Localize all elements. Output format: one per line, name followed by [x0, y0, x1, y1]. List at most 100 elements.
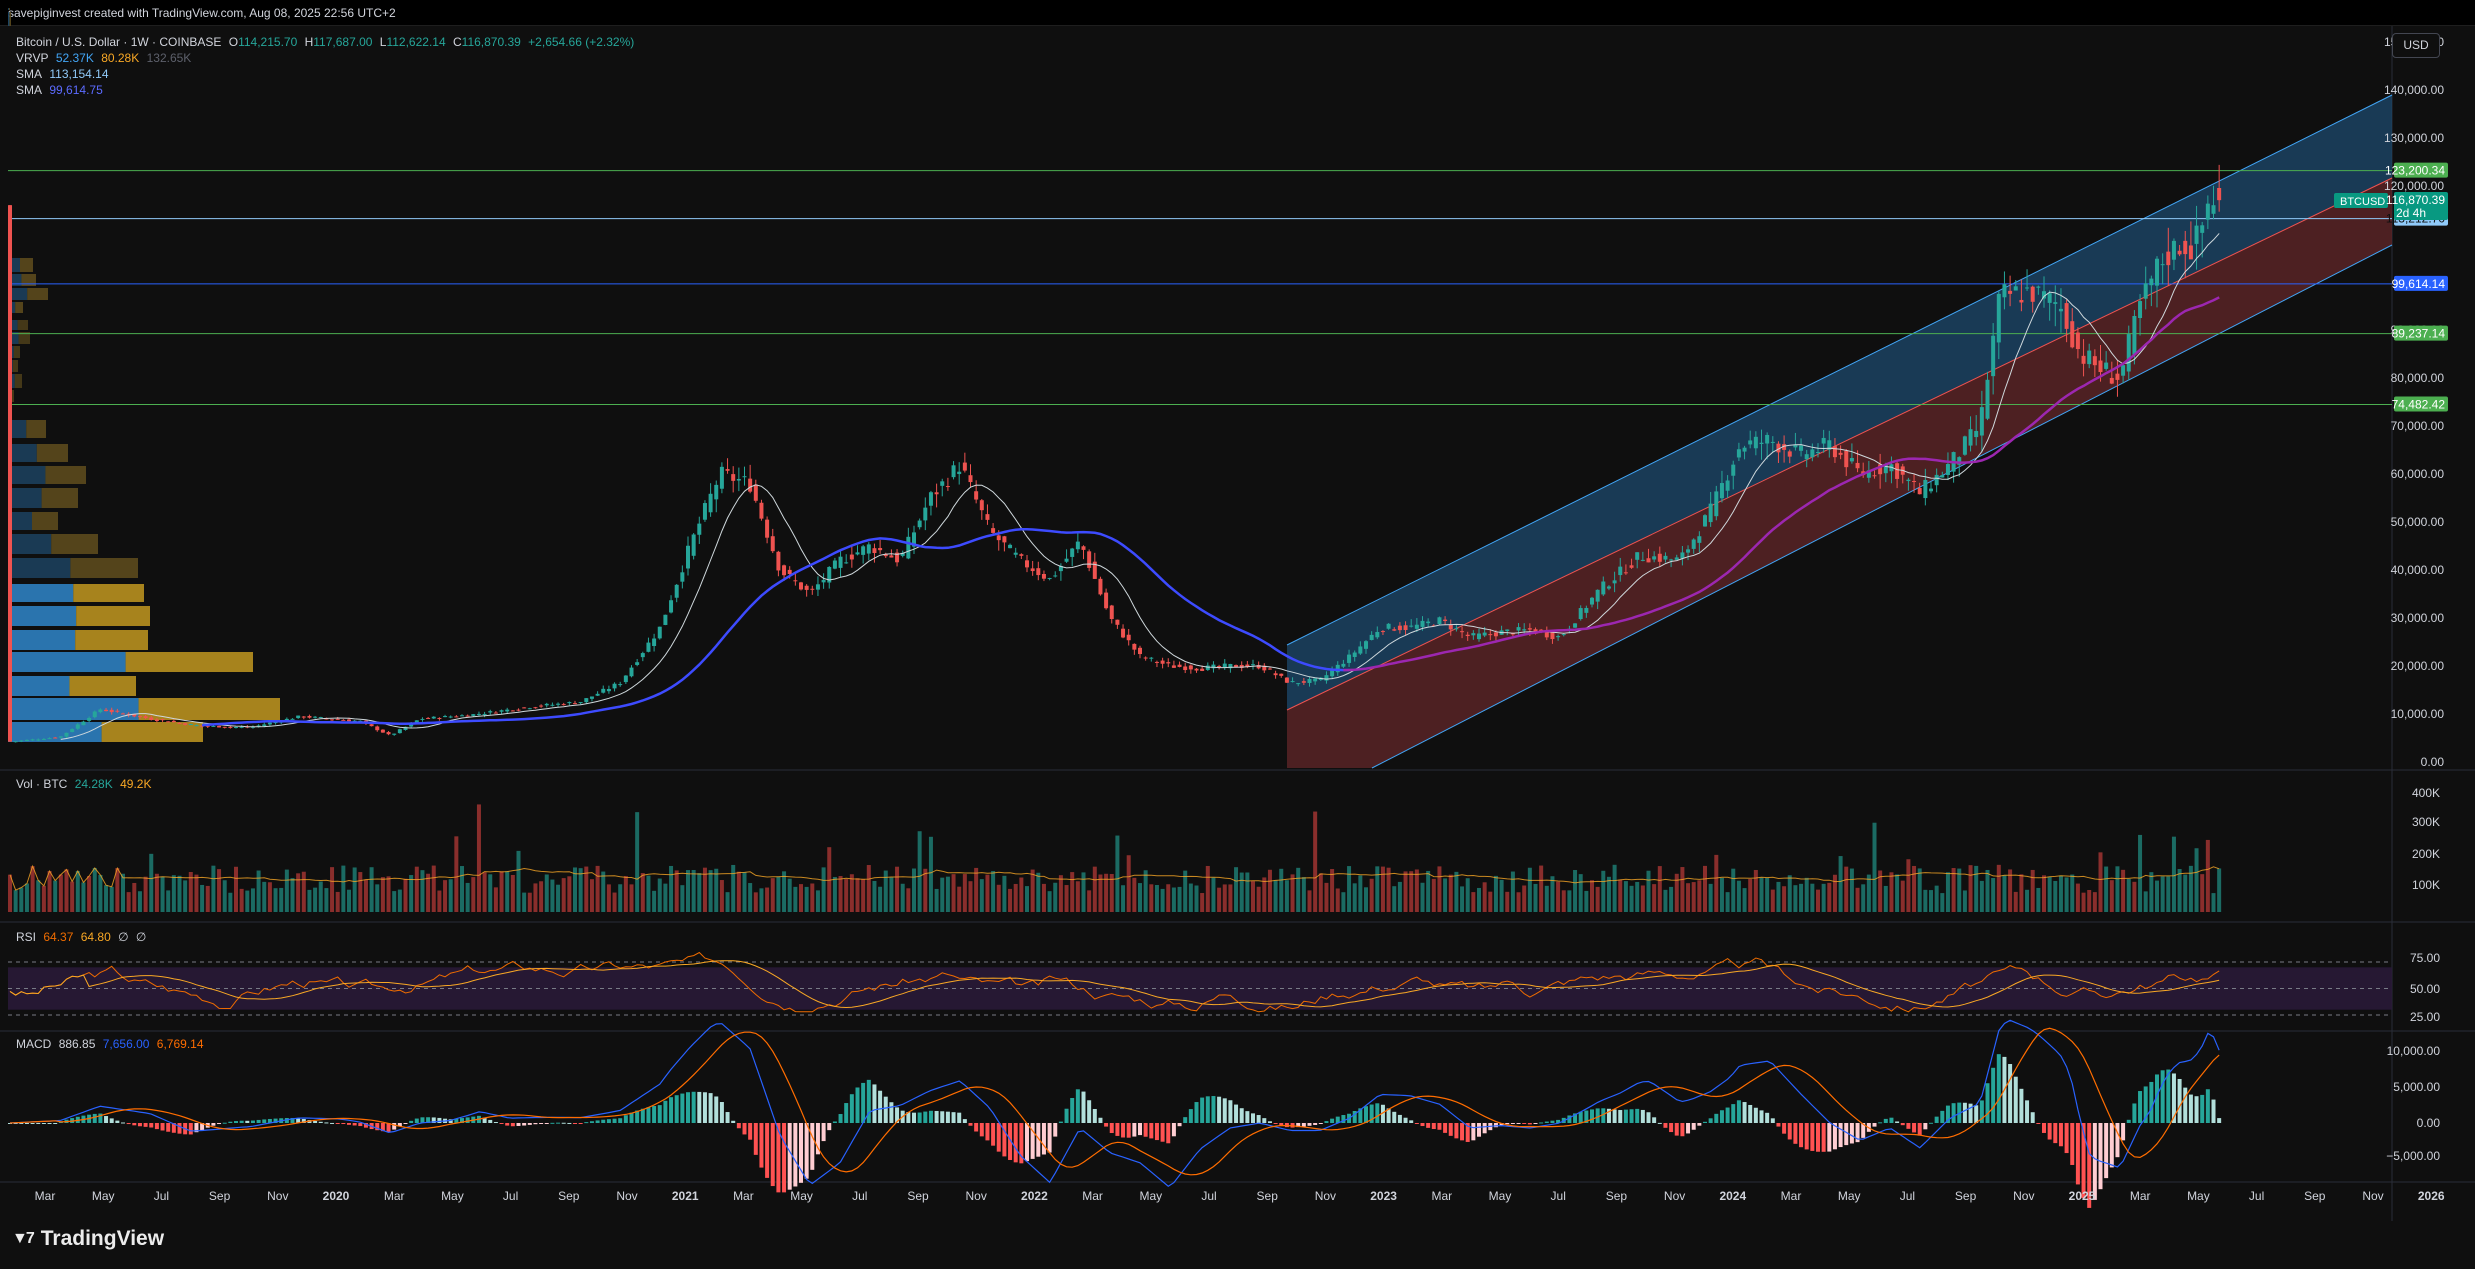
- candle-body: [623, 675, 628, 683]
- volume-bar: [2121, 869, 2126, 912]
- macd-histogram-bar: [1962, 1102, 1967, 1123]
- macd-histogram-bar: [1680, 1123, 1685, 1137]
- price-tag-box: [2394, 325, 2448, 341]
- candle-body: [256, 725, 261, 727]
- macd-histogram-bar: [1025, 1123, 1029, 1162]
- volume-legend[interactable]: Vol · BTC 24.28K 49.2K: [16, 777, 152, 791]
- candle-body: [1782, 444, 1787, 450]
- volume-bar: [1324, 882, 1329, 912]
- candle-body: [313, 716, 318, 718]
- macd-histogram-bar: [838, 1114, 843, 1123]
- macd-histogram-bar: [1618, 1110, 1623, 1123]
- macd-histogram-bar: [2183, 1087, 2188, 1123]
- macd-histogram-bar: [2008, 1064, 2013, 1123]
- volume-bar: [1443, 878, 1448, 912]
- volume-bar: [1075, 881, 1080, 912]
- candle-body: [2042, 291, 2046, 299]
- candle-body: [2160, 264, 2165, 266]
- volume-bar: [205, 885, 210, 912]
- macd-legend[interactable]: MACD 886.85 7,656.00 6,769.14: [16, 1037, 204, 1051]
- candle-body: [1008, 544, 1013, 549]
- tradingview-logo-icon: ▼7: [12, 1230, 35, 1247]
- candle-body: [1979, 407, 1984, 436]
- macd-histogram-bar: [1075, 1089, 1080, 1123]
- candle-body: [234, 726, 238, 728]
- volume-bar: [177, 875, 182, 912]
- volume-bar: [691, 869, 696, 912]
- candle-body: [601, 688, 606, 693]
- price-axis-label: 10,000.00: [2391, 707, 2445, 721]
- volume-profile-down-bar: [73, 584, 144, 602]
- volume-bar: [1471, 892, 1476, 912]
- candle-body: [2098, 360, 2103, 372]
- candle-body: [1087, 551, 1092, 568]
- macd-histogram-bar: [1945, 1105, 1950, 1123]
- macd-histogram-bar: [1985, 1083, 1990, 1123]
- macd-histogram-bar: [736, 1123, 741, 1129]
- rsi-axis-label: 50.00: [2410, 982, 2440, 996]
- candle-body: [1166, 662, 1171, 664]
- candle-body: [1996, 293, 2001, 343]
- macd-histogram-bar: [1906, 1123, 1911, 1129]
- macd-histogram-bar: [1234, 1104, 1239, 1123]
- candle-body: [1477, 633, 1481, 640]
- candle-body: [1188, 665, 1193, 670]
- volume-bar: [1816, 889, 1820, 912]
- brand-name: TradingView: [40, 1227, 165, 1250]
- vrvp-legend[interactable]: VRVP 52.37K 80.28K 132.65K: [16, 51, 192, 65]
- candle-body: [787, 569, 792, 574]
- macd-axis-label: 5,000.00: [2393, 1080, 2440, 1094]
- candle-body: [1256, 665, 1261, 669]
- macd-histogram-bar: [1691, 1123, 1696, 1130]
- volume-bar: [1573, 870, 1578, 912]
- sma-fast-legend[interactable]: SMA 113,154.14: [16, 67, 109, 81]
- rsi-legend[interactable]: RSI 64.37 64.80 ∅ ∅: [16, 930, 147, 944]
- macd-histogram-bar: [200, 1123, 205, 1130]
- volume-bar: [109, 886, 114, 912]
- volume-bar: [465, 882, 470, 912]
- macd-histogram-bar: [1358, 1108, 1363, 1123]
- macd-histogram-bar: [1623, 1109, 1628, 1123]
- price-tag-box: [2394, 275, 2448, 291]
- candle-body: [301, 716, 306, 718]
- candle-body: [1855, 462, 1860, 469]
- macd-histogram-bar: [1222, 1098, 1227, 1123]
- volume-bar: [1878, 870, 1883, 912]
- candle-body: [1550, 632, 1555, 640]
- volume-bar: [53, 880, 58, 912]
- volume-bar: [533, 883, 538, 912]
- volume-bar: [1787, 875, 1792, 912]
- candle-body: [1652, 556, 1657, 560]
- volume-bar: [24, 883, 29, 912]
- macd-histogram-bar: [962, 1119, 967, 1123]
- volume-bar: [87, 875, 92, 912]
- volume-bar: [1940, 893, 1945, 912]
- currency-button[interactable]: USD: [2392, 33, 2440, 58]
- macd-histogram-bar: [1262, 1118, 1267, 1123]
- macd-histogram-bar: [1064, 1108, 1069, 1123]
- volume-bar: [1126, 855, 1131, 912]
- volume-bar: [341, 865, 346, 912]
- macd-histogram-bar: [1330, 1118, 1335, 1123]
- brand-logo[interactable]: ▼7 TradingView: [12, 1226, 164, 1252]
- macd-histogram-bar: [375, 1123, 380, 1131]
- sma-slow-line: [201, 527, 1350, 727]
- volume-bar: [832, 876, 837, 912]
- volume-bar: [1866, 874, 1871, 912]
- candle-body: [561, 704, 566, 706]
- volume-bar: [380, 877, 385, 912]
- macd-histogram-bar: [878, 1090, 883, 1123]
- macd-histogram-bar: [861, 1082, 866, 1123]
- change-value: +2,654.66 (+2.32%): [528, 35, 635, 49]
- time-axis-label: Nov: [2013, 1189, 2034, 1203]
- sma-slow-legend[interactable]: SMA 99,614.75: [16, 83, 103, 97]
- candle-body: [1725, 480, 1730, 491]
- candle-body: [708, 493, 713, 513]
- candle-body: [1505, 629, 1510, 632]
- macd-histogram-bar: [669, 1097, 674, 1123]
- volume-bar: [1697, 880, 1702, 912]
- volume-bar: [1070, 872, 1075, 912]
- candle-body: [742, 476, 747, 478]
- volume-bar: [8, 874, 12, 912]
